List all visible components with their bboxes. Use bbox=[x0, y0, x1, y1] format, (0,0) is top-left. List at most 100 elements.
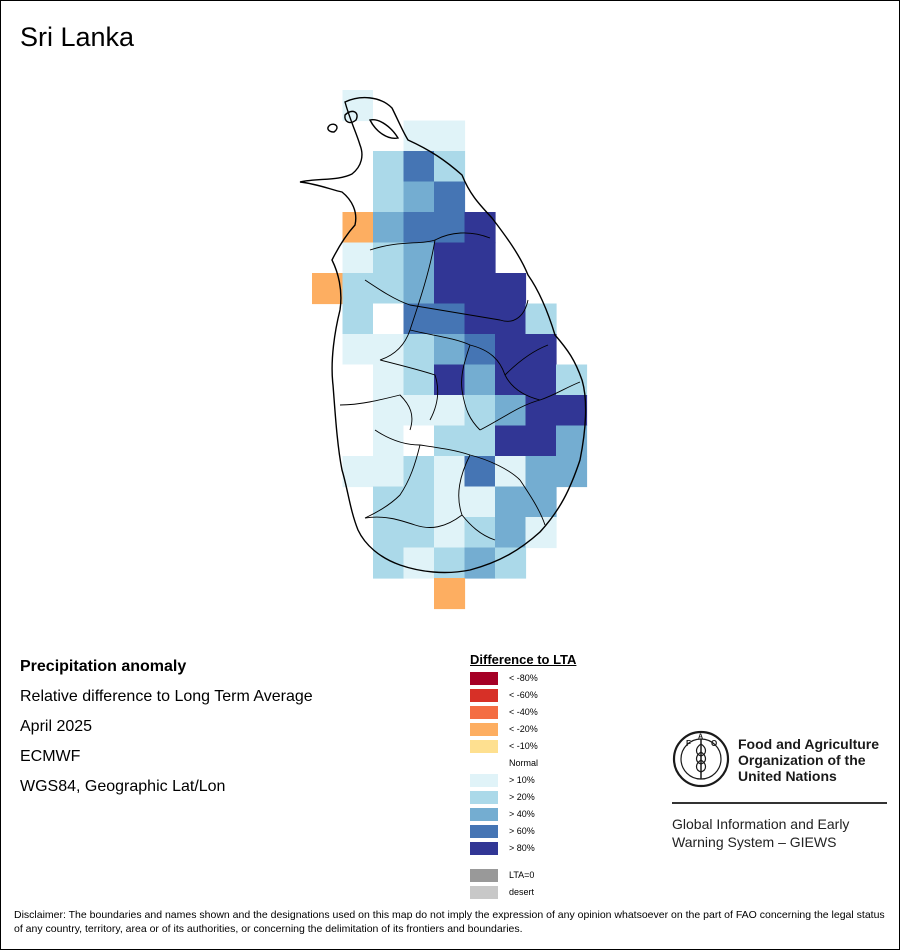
legend-extra-item: LTA=0 bbox=[470, 869, 600, 883]
anomaly-cell bbox=[464, 303, 496, 335]
anomaly-cell bbox=[434, 517, 466, 549]
anomaly-cell bbox=[495, 334, 527, 366]
anomaly-cell bbox=[464, 242, 496, 274]
legend-swatch bbox=[470, 757, 498, 770]
anomaly-cell bbox=[434, 486, 466, 518]
legend-label: < -10% bbox=[509, 741, 538, 751]
country-outline bbox=[299, 96, 587, 574]
legend-label: < -80% bbox=[509, 673, 538, 683]
anomaly-cell bbox=[342, 456, 374, 488]
anomaly-cell bbox=[312, 273, 344, 305]
anomaly-cell bbox=[342, 90, 374, 122]
anomaly-cell bbox=[525, 486, 557, 518]
anomaly-cell bbox=[464, 273, 496, 305]
anomaly-cell bbox=[373, 517, 405, 549]
legend-extra-item: desert bbox=[470, 886, 600, 900]
fao-name-line2: Organization of the bbox=[738, 752, 866, 768]
fao-name-line3: United Nations bbox=[738, 768, 837, 784]
legend-swatch bbox=[470, 689, 498, 702]
info-source: ECMWF bbox=[20, 748, 81, 765]
legend-item: > 10% bbox=[470, 774, 600, 788]
anomaly-cell bbox=[464, 364, 496, 396]
info-subheading: Relative difference to Long Term Average bbox=[20, 688, 313, 705]
anomaly-cell bbox=[373, 395, 405, 427]
legend-item: < -20% bbox=[470, 723, 600, 737]
legend-label: LTA=0 bbox=[509, 870, 535, 880]
legend-item: < -40% bbox=[470, 706, 600, 720]
anomaly-cell bbox=[495, 517, 527, 549]
anomaly-cell bbox=[434, 303, 466, 335]
anomaly-cell bbox=[403, 395, 435, 427]
anomaly-cell bbox=[434, 334, 466, 366]
giews-line1: Global Information and Early bbox=[672, 816, 850, 832]
anomaly-grid bbox=[312, 90, 588, 610]
anomaly-cell bbox=[495, 303, 527, 335]
anomaly-cell bbox=[373, 242, 405, 274]
anomaly-cell bbox=[403, 181, 435, 213]
anomaly-cell bbox=[403, 517, 435, 549]
legend-swatch bbox=[470, 869, 498, 882]
anomaly-cell bbox=[495, 547, 527, 579]
anomaly-cell bbox=[495, 486, 527, 518]
anomaly-cell bbox=[373, 425, 405, 457]
legend-swatch bbox=[470, 825, 498, 838]
precipitation-map bbox=[299, 90, 588, 610]
anomaly-cell bbox=[342, 212, 374, 244]
legend-label: > 80% bbox=[509, 843, 535, 853]
anomaly-cell bbox=[464, 486, 496, 518]
legend: Difference to LTA < -80% < -60% < -40% < -2… bbox=[470, 652, 577, 899]
anomaly-cell bbox=[464, 334, 496, 366]
anomaly-cell bbox=[403, 242, 435, 274]
legend-label: desert bbox=[509, 887, 535, 897]
anomaly-cell bbox=[434, 120, 466, 152]
legend-label: > 20% bbox=[509, 792, 535, 802]
legend-label: < -60% bbox=[509, 690, 538, 700]
fao-letter-a: A bbox=[698, 734, 703, 741]
anomaly-cell bbox=[556, 395, 588, 427]
legend-label: Normal bbox=[509, 758, 539, 768]
anomaly-cell bbox=[403, 425, 435, 457]
anomaly-cell bbox=[403, 456, 435, 488]
legend-swatch bbox=[470, 723, 498, 736]
disclaimer: Disclaimer: The boundaries and names sho… bbox=[14, 909, 885, 935]
anomaly-cell bbox=[403, 120, 435, 152]
anomaly-cell bbox=[434, 181, 466, 213]
giews-name: Global Information and Early Warning Sys… bbox=[672, 815, 900, 851]
fao-emblem-icon: F A O bbox=[672, 730, 730, 788]
fao-letter-o: O bbox=[711, 739, 717, 748]
info-heading: Precipitation anomaly bbox=[20, 658, 187, 675]
legend-label: < -40% bbox=[509, 707, 538, 717]
anomaly-cell bbox=[342, 395, 374, 427]
anomaly-cell bbox=[403, 212, 435, 244]
legend-item: < -80% bbox=[470, 672, 600, 686]
legend-item: > 60% bbox=[470, 825, 600, 839]
legend-label: > 10% bbox=[509, 775, 535, 785]
anomaly-cell bbox=[403, 273, 435, 305]
anomaly-cell bbox=[373, 364, 405, 396]
anomaly-cell bbox=[525, 456, 557, 488]
anomaly-cell bbox=[373, 486, 405, 518]
legend-title: Difference to LTA bbox=[470, 652, 577, 667]
fao-name-line1: Food and Agriculture bbox=[738, 736, 880, 752]
legend-label: > 40% bbox=[509, 809, 535, 819]
legend-item: < -60% bbox=[470, 689, 600, 703]
legend-swatch bbox=[470, 791, 498, 804]
legend-swatch bbox=[470, 706, 498, 719]
anomaly-cell bbox=[464, 456, 496, 488]
legend-swatch bbox=[470, 808, 498, 821]
anomaly-cell bbox=[342, 425, 374, 457]
legend-swatch bbox=[470, 740, 498, 753]
giews-line2: Warning System – GIEWS bbox=[672, 834, 837, 850]
anomaly-cell bbox=[434, 242, 466, 274]
anomaly-cell bbox=[434, 151, 466, 183]
anomaly-cell bbox=[342, 334, 374, 366]
anomaly-cell bbox=[403, 486, 435, 518]
anomaly-cell bbox=[373, 151, 405, 183]
anomaly-cell bbox=[495, 425, 527, 457]
anomaly-cell bbox=[434, 395, 466, 427]
anomaly-cell bbox=[525, 364, 557, 396]
district-boundaries bbox=[339, 232, 581, 541]
logo-divider bbox=[672, 802, 887, 804]
anomaly-cell bbox=[525, 425, 557, 457]
anomaly-cell bbox=[342, 364, 374, 396]
